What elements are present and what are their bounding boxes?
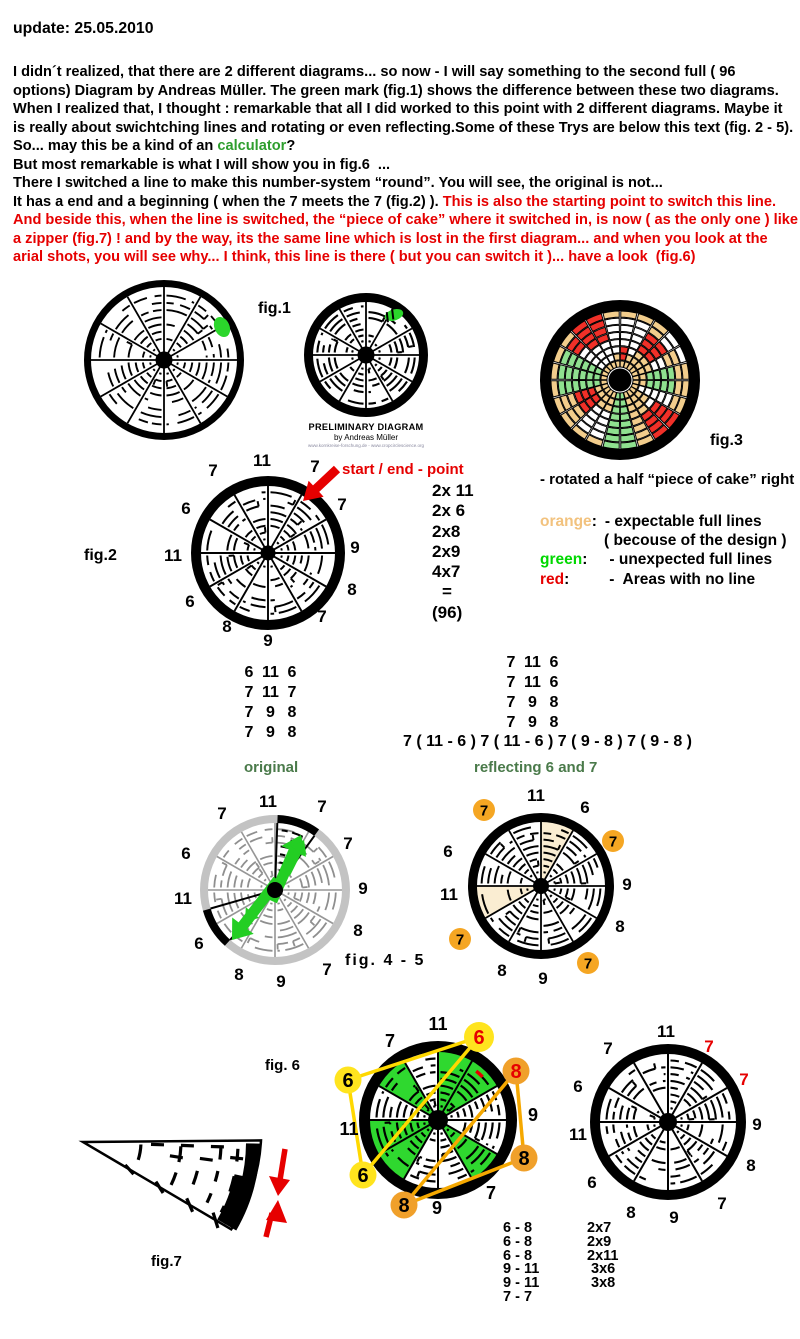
svg-text:7: 7	[310, 457, 319, 476]
svg-text:8: 8	[518, 1148, 529, 1170]
svg-text:11: 11	[527, 786, 545, 805]
svg-text:7: 7	[480, 803, 488, 820]
svg-text:6: 6	[573, 1077, 582, 1096]
svg-text:6: 6	[357, 1165, 368, 1187]
svg-text:7: 7	[486, 1183, 496, 1203]
svg-text:8: 8	[234, 965, 243, 984]
svg-text:11: 11	[174, 889, 192, 908]
svg-text:9: 9	[350, 538, 359, 557]
svg-text:7: 7	[317, 607, 326, 626]
svg-text:8: 8	[746, 1156, 755, 1175]
svg-text:11: 11	[259, 792, 277, 811]
svg-text:7: 7	[217, 804, 226, 823]
svg-text:9: 9	[752, 1115, 761, 1134]
svg-text:8: 8	[222, 617, 231, 636]
svg-text:7: 7	[385, 1031, 395, 1051]
svg-text:9: 9	[358, 879, 367, 898]
svg-text:11: 11	[253, 451, 271, 470]
svg-text:6: 6	[342, 1070, 353, 1092]
svg-text:6: 6	[181, 499, 190, 518]
svg-text:7: 7	[317, 797, 326, 816]
svg-text:8: 8	[615, 917, 624, 936]
svg-text:6: 6	[580, 798, 589, 817]
svg-text:7: 7	[584, 956, 592, 973]
svg-text:11: 11	[164, 546, 182, 565]
svg-text:7: 7	[704, 1037, 713, 1056]
svg-text:9: 9	[538, 969, 547, 988]
svg-text:11: 11	[339, 1119, 358, 1139]
svg-text:6: 6	[443, 842, 452, 861]
svg-text:7: 7	[717, 1194, 726, 1213]
svg-text:11: 11	[428, 1014, 447, 1034]
svg-text:11: 11	[657, 1022, 675, 1041]
svg-text:7: 7	[343, 834, 352, 853]
svg-text:9: 9	[263, 631, 272, 650]
svg-text:9: 9	[669, 1208, 678, 1227]
svg-text:9: 9	[528, 1105, 538, 1125]
svg-text:6: 6	[181, 844, 190, 863]
svg-text:6: 6	[473, 1027, 484, 1049]
svg-text:7: 7	[456, 932, 464, 949]
svg-text:7: 7	[337, 495, 346, 514]
svg-text:6: 6	[185, 592, 194, 611]
svg-text:9: 9	[276, 972, 285, 991]
svg-text:6: 6	[587, 1173, 596, 1192]
svg-text:7: 7	[739, 1070, 748, 1089]
svg-text:11: 11	[569, 1125, 587, 1144]
svg-text:8: 8	[347, 580, 356, 599]
svg-text:7: 7	[603, 1039, 612, 1058]
svg-text:11: 11	[440, 885, 458, 904]
svg-text:9: 9	[432, 1198, 442, 1218]
svg-text:9: 9	[622, 875, 631, 894]
svg-text:8: 8	[497, 961, 506, 980]
svg-text:8: 8	[398, 1195, 409, 1217]
svg-text:8: 8	[626, 1203, 635, 1222]
svg-text:7: 7	[208, 461, 217, 480]
svg-text:8: 8	[510, 1061, 521, 1083]
svg-text:7: 7	[322, 960, 331, 979]
svg-text:6: 6	[194, 934, 203, 953]
svg-text:8: 8	[353, 921, 362, 940]
svg-text:7: 7	[609, 834, 617, 851]
